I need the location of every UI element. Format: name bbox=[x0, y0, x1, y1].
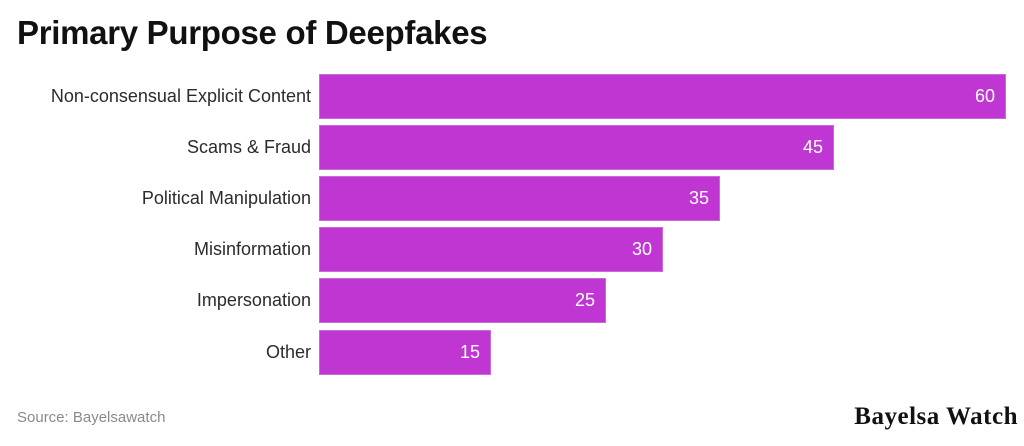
bar: 25 bbox=[319, 278, 606, 323]
bar: 15 bbox=[319, 330, 491, 375]
value-label: 25 bbox=[574, 290, 595, 310]
chart-title: Primary Purpose of Deepfakes bbox=[17, 14, 488, 51]
category-label: Scams & Fraud bbox=[186, 137, 311, 157]
brand-logo: Bayelsa Watch bbox=[854, 403, 1018, 430]
value-label: 60 bbox=[974, 86, 995, 106]
category-label: Other bbox=[265, 342, 311, 362]
source-note: Source: Bayelsawatch bbox=[17, 409, 166, 426]
category-label: Non-consensual Explicit Content bbox=[50, 86, 311, 106]
bar-row: Scams & Fraud 45 bbox=[0, 125, 1024, 170]
value-label: 45 bbox=[802, 137, 823, 157]
value-label: 15 bbox=[459, 342, 480, 362]
bar-row: Non-consensual Explicit Content 60 bbox=[0, 74, 1024, 119]
value-label: 30 bbox=[631, 239, 652, 259]
category-label: Impersonation bbox=[196, 290, 311, 310]
bar: 45 bbox=[319, 125, 834, 170]
bar-row: Impersonation 25 bbox=[0, 278, 1024, 323]
bar: 30 bbox=[319, 227, 663, 272]
bar-row: Political Manipulation 35 bbox=[0, 176, 1024, 221]
value-label: 35 bbox=[688, 188, 709, 208]
bar-row: Other 15 bbox=[0, 330, 1024, 375]
category-label: Misinformation bbox=[193, 239, 311, 259]
category-label: Political Manipulation bbox=[141, 188, 311, 208]
bar: 60 bbox=[319, 74, 1006, 119]
bar-row: Misinformation 30 bbox=[0, 227, 1024, 272]
bar: 35 bbox=[319, 176, 720, 221]
bar-chart: Non-consensual Explicit Content 60 Scams… bbox=[0, 74, 1024, 380]
